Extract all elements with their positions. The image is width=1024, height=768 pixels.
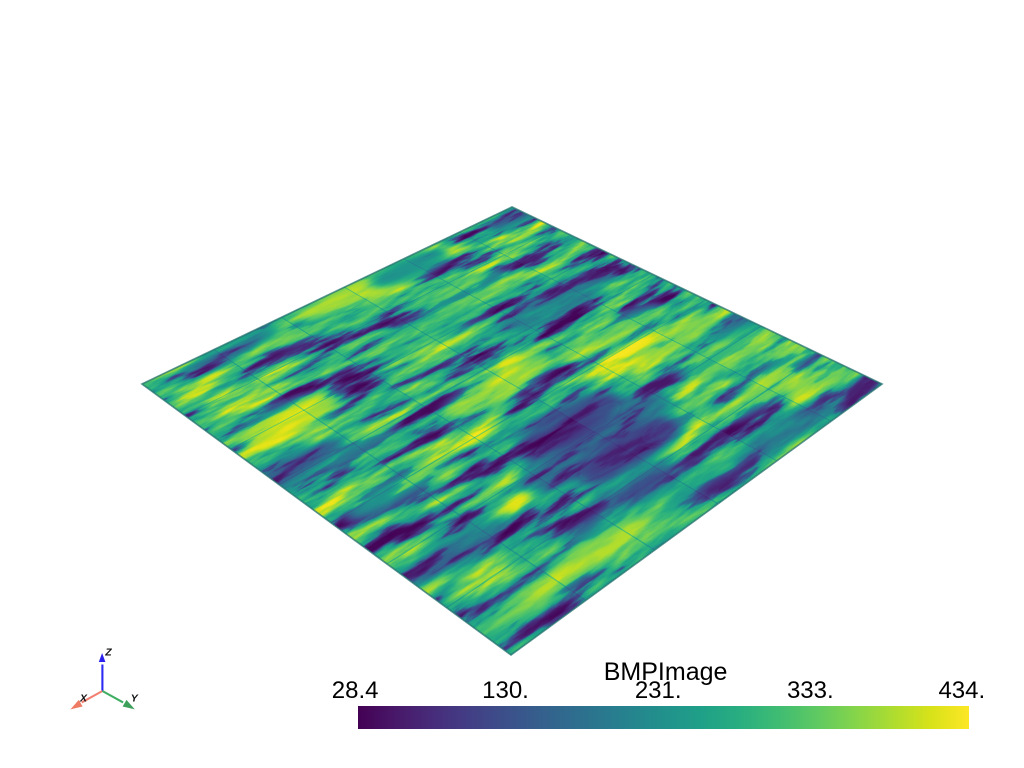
svg-text:Y: Y (131, 692, 139, 704)
svg-text:Z: Z (104, 647, 112, 659)
svg-text:X: X (79, 693, 88, 705)
